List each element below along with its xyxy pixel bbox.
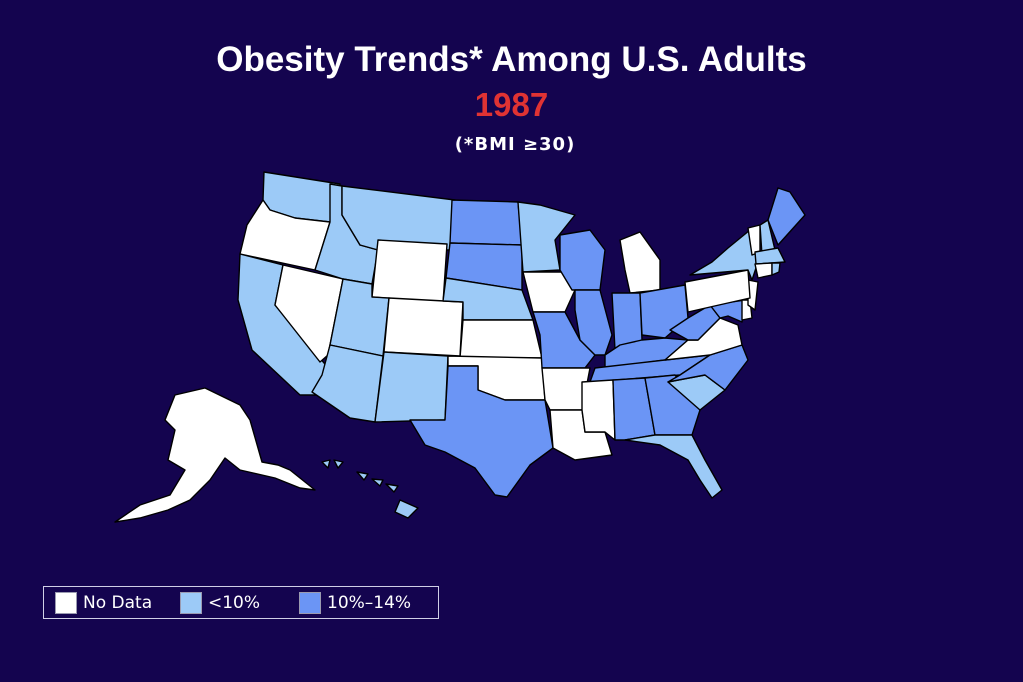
- state-fl[interactable]: [624, 434, 723, 499]
- map-subtitle: (*BMI ≥30): [454, 134, 576, 155]
- legend-item-10-14: 10%–14%: [299, 592, 411, 614]
- state-ms[interactable]: [581, 379, 616, 441]
- map-year: 1987: [474, 86, 549, 123]
- state-ks[interactable]: [459, 319, 543, 359]
- state-ri[interactable]: [771, 262, 781, 276]
- state-il[interactable]: [574, 289, 613, 356]
- state-mt[interactable]: [341, 185, 456, 251]
- legend-swatch-lt10: [180, 592, 202, 614]
- legend-label-lt10: <10%: [208, 593, 261, 613]
- state-mi[interactable]: [619, 231, 661, 294]
- state-wy[interactable]: [371, 239, 448, 304]
- state-hi[interactable]: [321, 459, 419, 519]
- state-tx[interactable]: [409, 365, 554, 498]
- legend-label-no-data: No Data: [83, 593, 153, 613]
- state-ak[interactable]: [114, 387, 316, 523]
- state-ga[interactable]: [644, 374, 701, 436]
- state-nm[interactable]: [374, 351, 449, 423]
- state-pa[interactable]: [684, 269, 751, 313]
- state-ct[interactable]: [754, 262, 773, 279]
- legend-swatch-10-14: [299, 592, 321, 614]
- state-nv[interactable]: [274, 264, 344, 363]
- state-mo[interactable]: [532, 311, 596, 369]
- state-co[interactable]: [383, 297, 464, 357]
- legend-item-lt10: <10%: [180, 592, 260, 614]
- state-ma[interactable]: [754, 247, 786, 265]
- map-title: Obesity Trends* Among U.S. Adults: [216, 40, 807, 79]
- state-nd[interactable]: [449, 199, 523, 246]
- legend-swatch-no-data: [55, 592, 77, 614]
- legend-label-10-14: 10%–14%: [327, 593, 412, 613]
- legend-item-no-data: No Data: [55, 592, 152, 614]
- state-me[interactable]: [767, 187, 806, 246]
- state-wi[interactable]: [559, 229, 606, 291]
- legend: No Data <10% 10%–14%: [43, 586, 439, 619]
